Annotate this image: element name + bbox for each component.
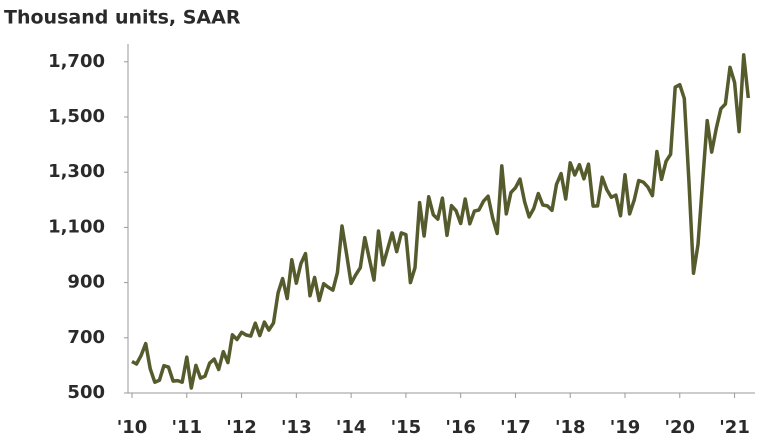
x-tick-label: '19: [610, 417, 641, 438]
x-tick-label: '10: [117, 417, 148, 438]
y-tick-label: 900: [67, 272, 105, 293]
y-tick-label: 1,100: [48, 216, 105, 237]
x-tick-label: '13: [281, 417, 312, 438]
y-tick-label: 1,700: [48, 51, 105, 72]
y-tick-label: 500: [67, 382, 105, 403]
x-tick-label: '11: [171, 417, 202, 438]
x-tick-label: '14: [336, 417, 367, 438]
x-tick-label: '15: [391, 417, 422, 438]
y-tick-label: 1,300: [48, 161, 105, 182]
data-line: [131, 53, 751, 390]
y-tick-label: 700: [67, 327, 105, 348]
y-tick-label: 1,500: [48, 106, 105, 127]
x-tick-label: '17: [500, 417, 531, 438]
x-tick-label: '12: [226, 417, 257, 438]
x-tick-label: '18: [555, 417, 586, 438]
x-tick-label: '20: [665, 417, 696, 438]
chart-title: Thousand units, SAAR: [4, 7, 241, 29]
x-tick-label: '16: [445, 417, 476, 438]
x-tick-label: '21: [719, 417, 750, 438]
